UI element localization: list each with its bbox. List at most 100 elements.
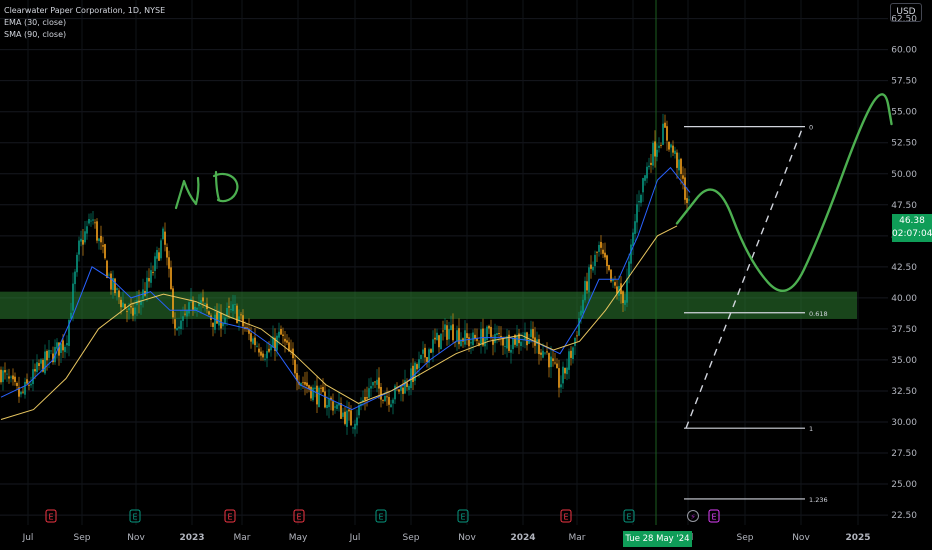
earnings-event-icon[interactable]: E	[623, 509, 635, 523]
candle-body	[76, 254, 78, 273]
event-markers[interactable]: E E E E E E E E ⚡ E	[45, 509, 720, 523]
candle-body	[226, 308, 228, 317]
candle-body	[424, 347, 426, 358]
candle-body	[526, 332, 528, 346]
event-icon-outline	[129, 509, 141, 523]
candle-body	[50, 350, 52, 352]
candle-body	[386, 396, 388, 398]
candle-body	[158, 252, 160, 261]
candle-body	[250, 333, 252, 342]
candle-body	[148, 278, 150, 282]
candle-body	[14, 376, 16, 382]
candle-body	[376, 379, 378, 385]
event-icon-outline	[560, 509, 572, 523]
candle-body	[464, 330, 466, 345]
candle-body	[70, 312, 72, 319]
candle-body	[576, 335, 578, 337]
earnings-event-icon[interactable]: E	[560, 509, 572, 523]
earnings-event-icon[interactable]: E	[708, 509, 720, 523]
candle-body	[584, 280, 586, 301]
candle-body	[586, 281, 588, 291]
projection-drawing[interactable]	[675, 93, 893, 293]
candle-body	[506, 336, 508, 349]
candle-body	[170, 267, 172, 290]
lightning-event-icon[interactable]: ⚡	[687, 510, 699, 522]
candle-body	[374, 381, 376, 383]
candle-body	[684, 177, 686, 200]
candle-body	[608, 265, 610, 271]
fib-retracement[interactable]	[684, 125, 805, 500]
candle-body	[132, 307, 134, 316]
event-icon-label: E	[626, 513, 631, 522]
candle-body	[62, 340, 64, 351]
earnings-event-icon[interactable]: E	[45, 509, 57, 523]
earnings-event-icon[interactable]: E	[129, 509, 141, 523]
price-tick-label: 35.00	[891, 356, 917, 366]
candle-body	[272, 336, 274, 348]
time-tick-label: Mar	[234, 533, 251, 543]
candle-body	[582, 299, 584, 314]
candle-body	[252, 338, 254, 344]
candle-body	[496, 333, 498, 336]
candle-body	[204, 303, 206, 305]
candle-body	[652, 142, 654, 166]
candle-body	[628, 261, 630, 277]
time-axis[interactable]: JulSepNov2023MarMayJulSepNov2024MarMayJu…	[22, 533, 871, 543]
candle-body	[68, 319, 70, 346]
candle-body	[120, 299, 122, 308]
candle-body	[98, 238, 100, 242]
candle-body	[622, 291, 624, 304]
candle-body	[222, 322, 224, 327]
earnings-event-icon[interactable]: E	[375, 509, 387, 523]
candle-body	[150, 270, 152, 283]
earnings-event-icon[interactable]: E	[224, 509, 236, 523]
candle-body	[362, 399, 364, 402]
candle-body	[10, 376, 12, 378]
candle-body	[488, 325, 490, 329]
handwritten-nd[interactable]	[174, 170, 239, 210]
candle-body	[400, 385, 402, 391]
candle-body	[492, 339, 494, 345]
candle-body	[312, 387, 314, 401]
candle-body	[578, 318, 580, 336]
candle-body	[428, 349, 430, 363]
candle-body	[594, 254, 596, 267]
candle-body	[286, 340, 288, 343]
candle-body	[502, 338, 504, 346]
currency-button[interactable]: USD	[890, 3, 922, 22]
candle-body	[184, 313, 186, 315]
candle-body	[500, 335, 502, 338]
candle-body	[332, 401, 334, 411]
earnings-event-icon[interactable]: E	[457, 509, 469, 523]
candle-body	[478, 342, 480, 346]
candle-body	[314, 387, 316, 389]
candle-body	[556, 363, 558, 369]
candle-body	[486, 326, 488, 341]
price-axis[interactable]: 62.5060.0057.5055.0052.5050.0047.5045.00…	[891, 15, 917, 521]
candle-body	[350, 410, 352, 426]
candle-body	[600, 241, 602, 248]
candle-body	[540, 352, 542, 355]
candle-body	[520, 341, 522, 346]
candle-body	[378, 377, 380, 389]
candle-body	[280, 328, 282, 335]
candle-body	[84, 231, 86, 243]
candle-body	[112, 278, 114, 291]
candle-body	[364, 397, 366, 400]
event-icon-label: E	[711, 513, 716, 522]
price-tick-label: 47.50	[891, 201, 917, 211]
event-icon-label: E	[227, 513, 232, 522]
candle-body	[640, 194, 642, 203]
earnings-event-icon[interactable]: E	[293, 509, 305, 523]
candle-body	[588, 267, 590, 293]
sma-legend: SMA (90, close)	[4, 30, 67, 39]
candle-body	[416, 364, 418, 370]
candle-body	[240, 314, 242, 316]
candle-body	[420, 354, 422, 359]
candle-body	[418, 359, 420, 369]
candle-body	[100, 235, 102, 243]
candle-body	[406, 382, 408, 387]
candle-body	[470, 342, 472, 344]
candle-body	[634, 221, 636, 235]
